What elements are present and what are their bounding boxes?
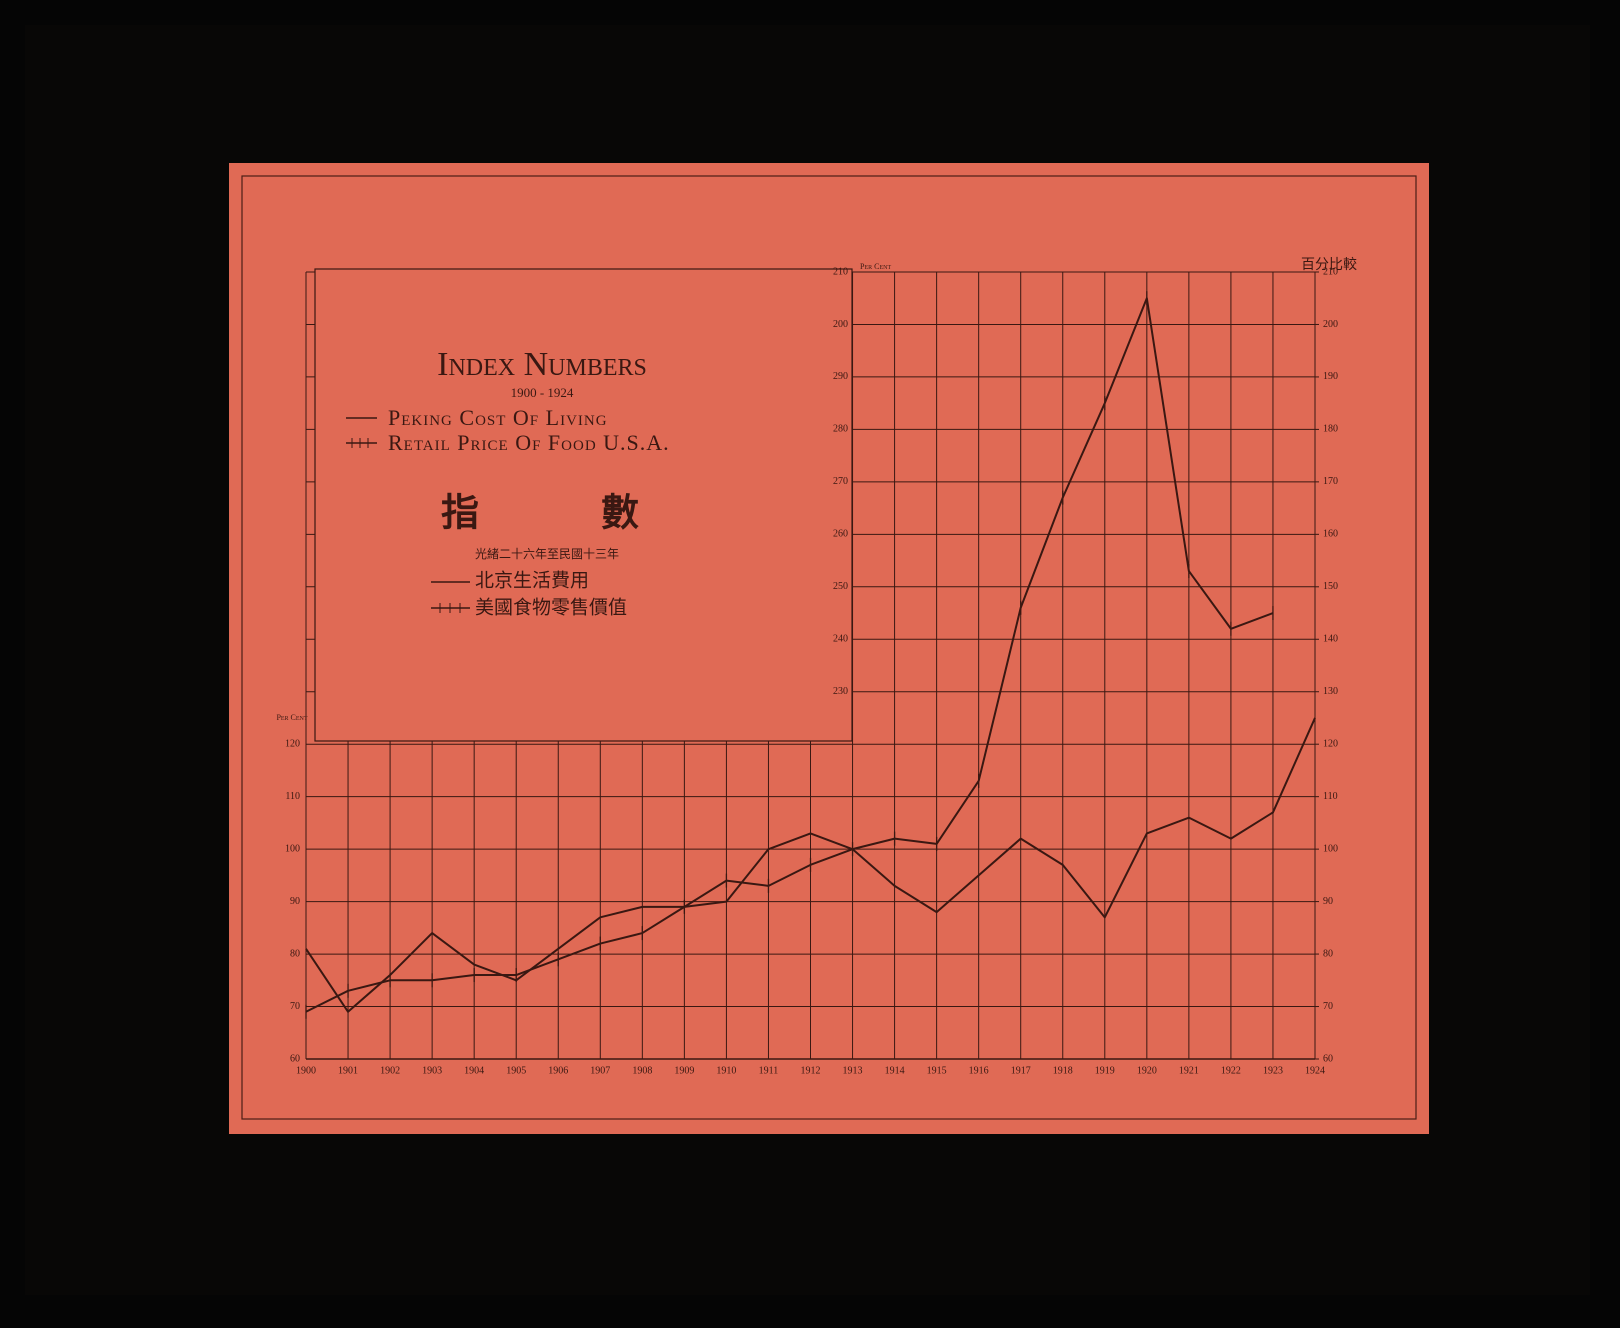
y-tick-label: 100 [285,843,300,854]
y2-tick-label: 150 [1323,581,1338,592]
x-tick-label: 1907 [590,1065,610,1076]
chart-subtitle: 1900 - 1924 [511,385,574,400]
legend-label: Peking Cost Of Living [388,405,608,430]
legend-swatch-marker [351,438,369,448]
x-tick-label: 1924 [1305,1065,1325,1076]
x-tick-label: 1905 [506,1065,526,1076]
series-line [305,297,1274,1013]
y2-tick-label: 170 [1323,476,1338,487]
y-tick-label: 120 [285,738,300,749]
y2-tick-label: 70 [1323,1001,1333,1012]
x-tick-label: 1915 [927,1065,947,1076]
x-tick-label: 1908 [632,1065,652,1076]
x-tick-label: 1917 [1011,1065,1031,1076]
y-tick-label: 240 [833,634,848,645]
y-tick-label: 290 [833,371,848,382]
legend-label: Retail Price Of Food U.S.A. [388,430,670,455]
chart-title: Index Numbers [437,346,647,383]
x-tick-label: 1911 [759,1065,779,1076]
y2-tick-label: 100 [1323,843,1338,854]
y2-tick-label: 110 [1323,791,1338,802]
y-tick-label: 260 [833,529,848,540]
x-tick-label: 1912 [801,1065,821,1076]
chinese-title: 數 [601,493,639,535]
y2-tick-label: 60 [1323,1053,1333,1064]
y2-tick-label: 90 [1323,896,1333,907]
y-tick-label: 60 [290,1053,300,1064]
y-tick-label: 270 [833,476,848,487]
x-tick-label: 1920 [1137,1065,1157,1076]
legend-label-chinese: 北京生活費用 [475,569,589,591]
y2-tick-label: 190 [1323,371,1338,382]
y2-tick-label: 210 [1323,266,1338,277]
x-tick-label: 1922 [1221,1065,1241,1076]
x-tick-label: 1906 [548,1065,568,1076]
x-tick-label: 1904 [464,1065,484,1076]
x-tick-label: 1903 [422,1065,442,1076]
chinese-title: 指 [441,493,479,535]
x-tick-label: 1916 [969,1065,989,1076]
y2-tick-label: 140 [1323,634,1338,645]
legend-swatch-marker [439,603,461,613]
y2-tick-label: 160 [1323,529,1338,540]
x-tick-label: 1918 [1053,1065,1073,1076]
y-tick-label: 250 [833,581,848,592]
y-tick-label: 90 [290,896,300,907]
y2-axis-label: 百分比較 [1301,257,1357,273]
y-tick-label: 200 [833,319,848,330]
y2-tick-label: 130 [1323,686,1338,697]
x-tick-label: 1914 [885,1065,905,1076]
y2-tick-label: 80 [1323,948,1333,959]
y-tick-label: 70 [290,1001,300,1012]
y-tick-label: 230 [833,686,848,697]
series-line [305,717,1316,1013]
y-tick-label: 210 [833,266,848,277]
x-tick-label: 1913 [843,1065,863,1076]
plot: 1900 1901 1902 1903 1904 1905 1906 1907 1908 1909… [285,266,1338,1076]
y-axis-label: Per Cent [276,713,307,722]
y2-tick-label: 200 [1323,319,1338,330]
x-tick-label: 1923 [1263,1065,1283,1076]
y2-tick-label: 180 [1323,424,1338,435]
y-tick-label: 80 [290,948,300,959]
y2-tick-label: 120 [1323,738,1338,749]
y-tick-label: 110 [285,791,300,802]
y-tick-label: 280 [833,424,848,435]
legend-box [314,268,853,742]
x-tick-label: 1902 [380,1065,400,1076]
x-tick-label: 1910 [716,1065,736,1076]
x-tick-label: 1900 [296,1065,316,1076]
card-border [241,175,1417,1120]
x-tick-label: 1901 [338,1065,358,1076]
y-axis-label-upper: Per Cent [860,262,891,271]
x-tick-label: 1921 [1179,1065,1199,1076]
x-tick-label: 1909 [674,1065,694,1076]
chinese-subtitle: 光緒二十六年至民國十三年 [475,546,619,561]
x-tick-label: 1919 [1095,1065,1115,1076]
legend-label-chinese: 美國食物零售價值 [475,596,627,618]
